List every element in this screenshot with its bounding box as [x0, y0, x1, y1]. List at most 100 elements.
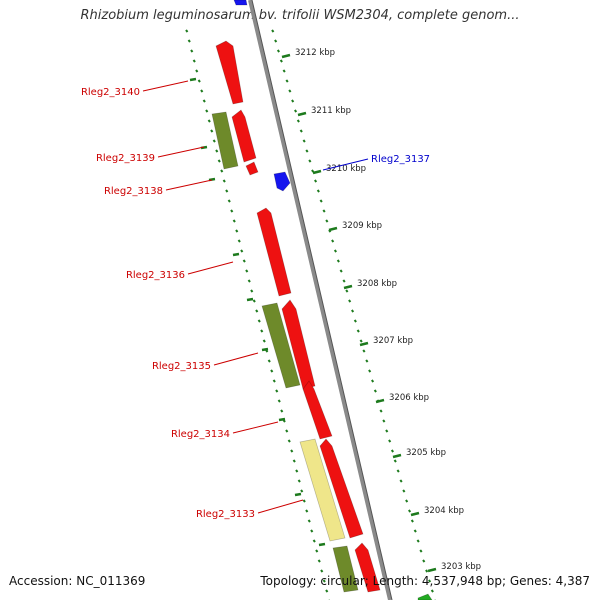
accession-text: Accession: NC_011369	[9, 574, 146, 588]
tick-minor	[270, 369, 274, 373]
tick-minor	[187, 39, 191, 43]
tick-minor	[202, 99, 206, 103]
gene-feature-rleg2-3133[interactable]	[319, 438, 364, 539]
tick-minor	[416, 539, 420, 543]
gene-feature-rleg2-3135[interactable]	[281, 299, 316, 390]
tick-minor	[325, 219, 329, 223]
gene-label-rleg2-3138[interactable]: Rleg2_3138	[104, 186, 163, 197]
tick-minor	[390, 449, 395, 453]
gene-feature-red[interactable]	[354, 542, 381, 593]
tick-minor	[271, 29, 275, 33]
tick-minor	[430, 589, 434, 593]
tick-minor	[252, 299, 256, 303]
gene-feature-olive[interactable]	[332, 545, 359, 593]
tick-minor	[293, 109, 298, 113]
tick-minor	[379, 409, 383, 413]
gene-labels[interactable]: Rleg2_3140 Rleg2_3139 Rleg2_3138 Rleg2_3137…	[81, 80, 430, 520]
gene-feature-yellow[interactable]	[299, 438, 346, 542]
tick-minor	[336, 259, 340, 263]
tick-minor	[292, 459, 296, 463]
tick-minor	[245, 269, 249, 273]
footer: Accession: NC_011369 Topology: circular;…	[0, 574, 600, 594]
tick-minor	[275, 389, 279, 393]
tick-minor	[288, 89, 292, 93]
gene-label-leader	[257, 499, 304, 514]
gene-label-rleg2-3134[interactable]: Rleg2_3134	[171, 429, 230, 440]
tick-label: 3203 kbp	[441, 562, 481, 572]
gene-features[interactable]	[211, 0, 433, 600]
gene-feature-rleg2-3134[interactable]	[302, 380, 333, 440]
tick-minor	[402, 489, 406, 493]
tick-minor	[225, 189, 229, 193]
tick-minor	[317, 559, 321, 563]
tick-minor	[235, 229, 239, 233]
tick-minor	[333, 249, 338, 253]
scale-ticks: 3212 kbp 3211 kbp 3210 kbp 3209 kbp 3208 kbp…	[185, 29, 481, 600]
topology-text: Topology: circular; Length: 4,537,948 bp…	[260, 574, 590, 588]
tick-minor	[393, 459, 397, 463]
tick-minor	[215, 149, 219, 153]
gene-feature-rleg2-3137[interactable]	[273, 171, 291, 192]
tick-minor	[260, 329, 264, 333]
gene-label-leader	[322, 158, 369, 171]
gene-feature-olive[interactable]	[211, 111, 239, 170]
tick-minor	[422, 559, 426, 563]
gene-label-rleg2-3137[interactable]: Rleg2_3137	[371, 154, 430, 165]
gene-feature-rleg2-3138[interactable]	[245, 161, 259, 176]
tick-minor	[291, 99, 295, 103]
tick-minor	[407, 509, 412, 513]
gene-label-leader	[187, 261, 234, 275]
gene-label-leader	[232, 421, 279, 434]
tick-major	[343, 284, 353, 290]
tick-minor	[192, 59, 196, 63]
tick-minor	[368, 369, 372, 373]
tick-minor	[227, 199, 231, 203]
tick-minor	[299, 129, 303, 133]
tick-minor	[350, 309, 355, 313]
tick-minor	[290, 449, 294, 453]
gene-label-rleg2-3133[interactable]: Rleg2_3133	[196, 509, 255, 520]
tick-minor	[345, 289, 349, 293]
gene-label-rleg2-3135[interactable]: Rleg2_3135	[152, 361, 211, 372]
tick-minor	[425, 569, 429, 573]
tick-minor	[212, 139, 216, 143]
tick-major	[312, 169, 322, 175]
tick-major	[410, 511, 420, 517]
tick-minor	[276, 49, 281, 53]
tick-major	[208, 177, 216, 182]
genome-backbone	[248, 0, 392, 600]
gene-feature-olive[interactable]	[261, 302, 301, 389]
tick-minor	[310, 529, 314, 533]
tick-minor	[297, 479, 301, 483]
tick-minor	[272, 379, 276, 383]
tick-minor	[353, 319, 357, 323]
gene-feature-blue[interactable]	[233, 0, 248, 6]
gene-feature-rleg2-3140[interactable]	[215, 40, 244, 105]
tick-minor	[210, 129, 214, 133]
tick-major	[294, 492, 302, 497]
gene-feature-green[interactable]	[417, 593, 433, 600]
tick-minor	[197, 79, 201, 83]
tick-minor	[305, 149, 309, 153]
tick-minor	[302, 139, 306, 143]
gene-feature-rleg2-3139[interactable]	[231, 109, 257, 163]
tick-minor	[255, 309, 259, 313]
gene-feature-rleg2-3136[interactable]	[256, 207, 292, 297]
tick-minor	[250, 289, 254, 293]
tick-minor	[419, 549, 423, 553]
tick-minor	[195, 69, 199, 73]
gene-label-rleg2-3139[interactable]: Rleg2_3139	[96, 153, 155, 164]
tick-minor	[399, 479, 403, 483]
tick-minor	[312, 539, 316, 543]
gene-label-rleg2-3136[interactable]: Rleg2_3136	[126, 270, 185, 281]
gene-label-rleg2-3140[interactable]: Rleg2_3140	[81, 87, 140, 98]
tick-minor	[319, 199, 323, 203]
tick-major	[359, 341, 369, 347]
tick-label: 3209 kbp	[342, 221, 382, 231]
tick-minor	[274, 39, 278, 43]
tick-minor	[295, 469, 299, 473]
tick-minor	[277, 399, 281, 403]
tick-label: 3208 kbp	[357, 279, 397, 289]
tick-minor	[307, 519, 311, 523]
